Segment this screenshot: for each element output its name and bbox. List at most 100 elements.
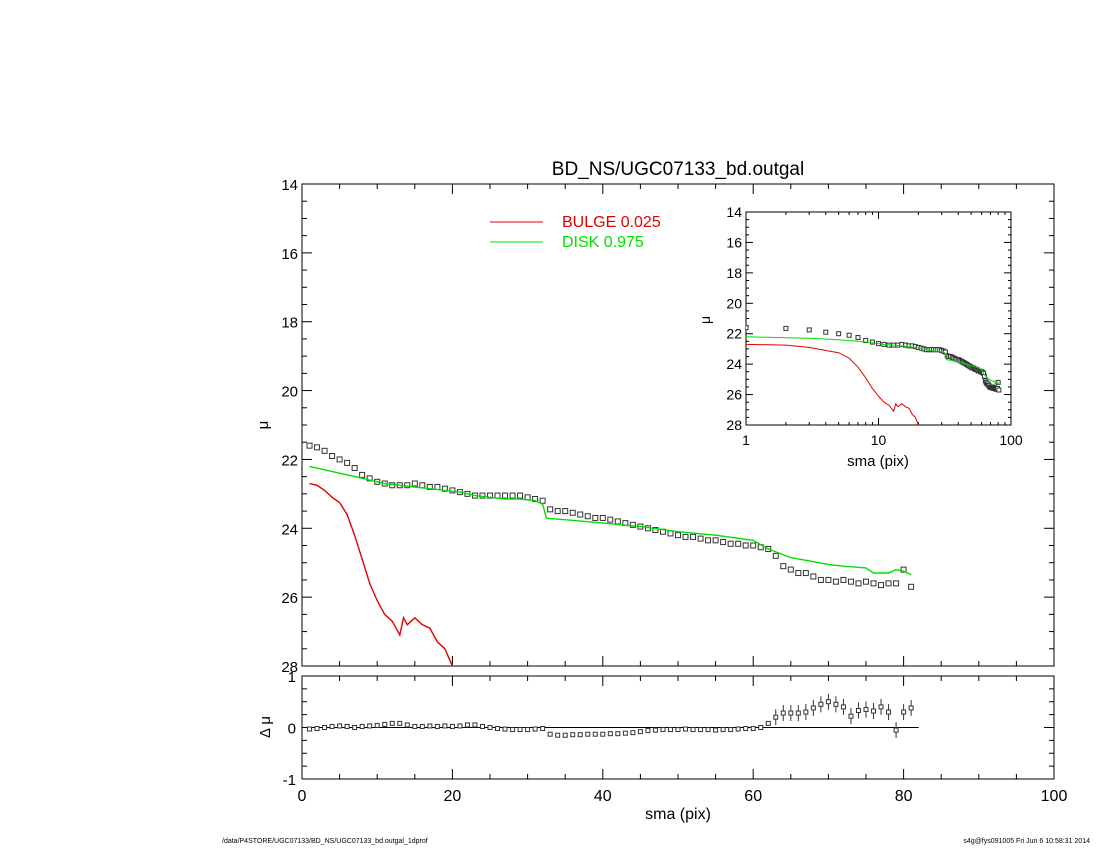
inset-x-axis-label: sma (pix) [847, 453, 909, 470]
residual-point [329, 723, 335, 729]
residual-y-tick-label: 0 [288, 721, 296, 738]
data-point [652, 527, 659, 534]
residual-point [374, 722, 380, 728]
data-point [629, 521, 636, 528]
data-point [502, 492, 509, 499]
residual-point [788, 710, 794, 716]
residual-point [344, 723, 350, 729]
residual-point [675, 727, 681, 733]
data-point [314, 444, 321, 451]
data-point [329, 452, 336, 459]
residual-point [382, 721, 388, 727]
data-point [727, 540, 734, 547]
data-point [832, 578, 839, 585]
residual-point [427, 723, 433, 729]
residual-point [637, 729, 643, 735]
y-tick-label: 14 [281, 177, 298, 194]
data-point [878, 582, 885, 589]
residual-point [698, 727, 704, 733]
residual-point [780, 710, 786, 716]
data-point [509, 492, 516, 499]
data-point [441, 485, 448, 492]
residual-point [818, 701, 824, 707]
data-point [592, 514, 599, 521]
y-tick-label: 26 [281, 590, 298, 607]
residual-point [690, 727, 696, 733]
residual-point [419, 723, 425, 729]
residual-point [404, 722, 410, 728]
residual-point [532, 726, 538, 732]
data-point [607, 516, 614, 523]
data-point [487, 492, 493, 499]
data-point [517, 492, 524, 499]
residual-y-tick-label: -1 [283, 772, 296, 789]
residual-point [728, 727, 734, 733]
main-panel: 14 16 18 20 22 24 26 28 μ BULGE 0.025 DISK 0.975 [255, 177, 1055, 676]
residual-point [803, 709, 809, 715]
residual-point [510, 727, 516, 733]
residual-point [652, 727, 658, 733]
residual-point [442, 723, 448, 729]
inset-y-tick-label: 14 [726, 204, 742, 220]
inset-x-tick-label: 1 [742, 432, 750, 448]
legend: BULGE 0.025 DISK 0.975 [490, 214, 661, 251]
residual-point [848, 713, 854, 719]
residual-point [464, 722, 470, 728]
residual-point [735, 726, 741, 732]
residual-point [502, 726, 508, 732]
y-tick-label: 18 [281, 315, 298, 332]
data-point [682, 533, 689, 540]
residual-point [472, 722, 478, 728]
residual-point [765, 720, 771, 726]
data-point [614, 518, 621, 525]
residual-point [645, 728, 651, 734]
residual-point [525, 727, 531, 733]
inset-data-point [869, 339, 875, 345]
residual-point [322, 725, 328, 730]
residual-point [547, 731, 553, 737]
inset-y-tick-label: 16 [726, 234, 742, 250]
data-point [690, 533, 697, 540]
residual-point [307, 726, 313, 732]
y-tick-label: 20 [281, 384, 298, 401]
residual-point [758, 725, 764, 730]
residual-point [592, 731, 598, 737]
inset-data-point [746, 325, 749, 331]
inset-y-tick-label: 20 [726, 295, 742, 311]
data-point [847, 578, 854, 585]
residual-point [795, 710, 801, 716]
series-line-bulge [309, 482, 454, 666]
data-point [344, 459, 351, 466]
legend-label-bulge: BULGE 0.025 [562, 214, 661, 231]
residual-point [479, 723, 485, 729]
residual-point [833, 701, 839, 707]
inset-data-point [783, 325, 789, 331]
data-point [817, 576, 824, 583]
residual-point [878, 704, 884, 710]
y-tick-label: 22 [281, 452, 298, 469]
data-point [787, 566, 794, 573]
data-point [547, 506, 554, 513]
residual-point [908, 705, 914, 711]
data-point [532, 496, 539, 503]
data-point [750, 542, 757, 549]
residual-point [720, 727, 726, 733]
inset-y-tick-label: 24 [726, 356, 742, 372]
residual-point [871, 708, 877, 714]
data-point [735, 540, 742, 547]
residual-point [667, 727, 673, 733]
data-point [900, 566, 907, 573]
inset-panel: 14 16 18 20 22 24 26 28 1 10 100 μ sma (pix) [697, 204, 1023, 470]
residual-point [886, 709, 892, 715]
residual-point [389, 720, 395, 726]
inset-y-tick-label: 28 [726, 417, 742, 433]
inset-y-tick-label: 18 [726, 265, 742, 281]
residual-y-axis-label: Δ μ [257, 716, 274, 738]
x-tick-label: 40 [594, 788, 612, 805]
inset-data-point [846, 332, 852, 338]
data-point [577, 511, 584, 518]
residual-point [615, 731, 621, 737]
inset-y-axis-label: μ [697, 316, 713, 324]
x-tick-label: 60 [744, 788, 762, 805]
